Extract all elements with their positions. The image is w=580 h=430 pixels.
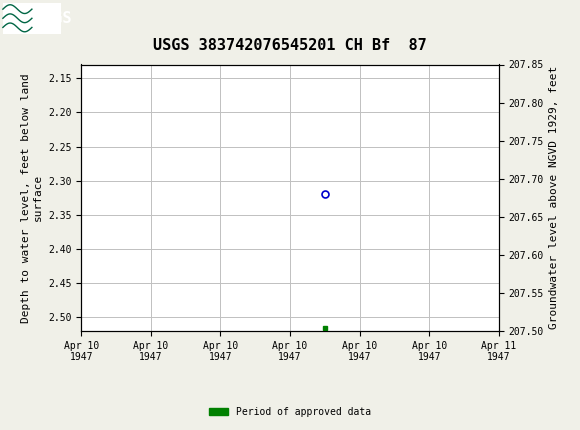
Text: USGS: USGS	[35, 11, 71, 26]
Y-axis label: Depth to water level, feet below land
surface: Depth to water level, feet below land su…	[21, 73, 42, 322]
FancyBboxPatch shape	[3, 3, 61, 34]
Y-axis label: Groundwater level above NGVD 1929, feet: Groundwater level above NGVD 1929, feet	[549, 66, 559, 329]
Legend: Period of approved data: Period of approved data	[205, 403, 375, 421]
Text: USGS 383742076545201 CH Bf  87: USGS 383742076545201 CH Bf 87	[153, 38, 427, 52]
